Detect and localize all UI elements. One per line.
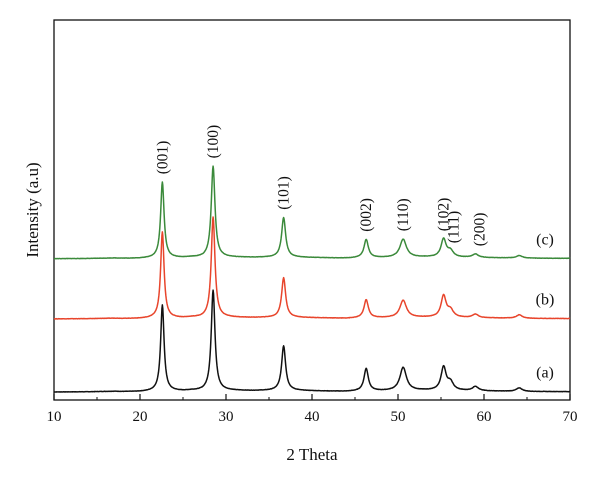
series-label-c: (c) — [536, 231, 554, 248]
peak-label-102: (102) — [436, 198, 453, 232]
x-tick-label-10: 10 — [47, 409, 62, 425]
series-line-a — [53, 289, 571, 393]
x-tick-label-60: 60 — [477, 409, 492, 425]
x-tick-label-70: 70 — [563, 409, 578, 425]
series-line-b — [53, 216, 571, 320]
peak-label-002: (002) — [358, 198, 375, 232]
series-layer — [53, 165, 571, 393]
peak-label-111: (111) — [446, 211, 463, 243]
x-tick-label-50: 50 — [391, 409, 406, 425]
peak-label-100: (100) — [205, 125, 222, 159]
x-tick-label-30: 30 — [219, 409, 234, 425]
x-tick-label-20: 20 — [133, 409, 148, 425]
peak-label-200: (200) — [471, 213, 488, 247]
series-labels-layer: (a) (b) (c) — [536, 231, 555, 381]
x-axis-title: 2 Theta — [286, 445, 338, 464]
ticks-layer: 10 20 30 40 50 60 70 — [47, 394, 578, 425]
series-label-a: (a) — [536, 365, 554, 382]
peak-label-110: (110) — [395, 198, 412, 231]
series-label-b: (b) — [536, 291, 555, 308]
peak-label-101: (101) — [276, 176, 293, 210]
plot-frame — [53, 19, 571, 401]
y-axis-title: Intensity (a.u) — [23, 162, 42, 257]
x-tick-label-40: 40 — [305, 409, 320, 425]
series-line-c — [53, 165, 571, 260]
peak-labels-layer: (001) (100) (101) (002) (110) (102)(111) (200) — [154, 125, 488, 246]
peak-label-001: (001) — [154, 141, 171, 175]
